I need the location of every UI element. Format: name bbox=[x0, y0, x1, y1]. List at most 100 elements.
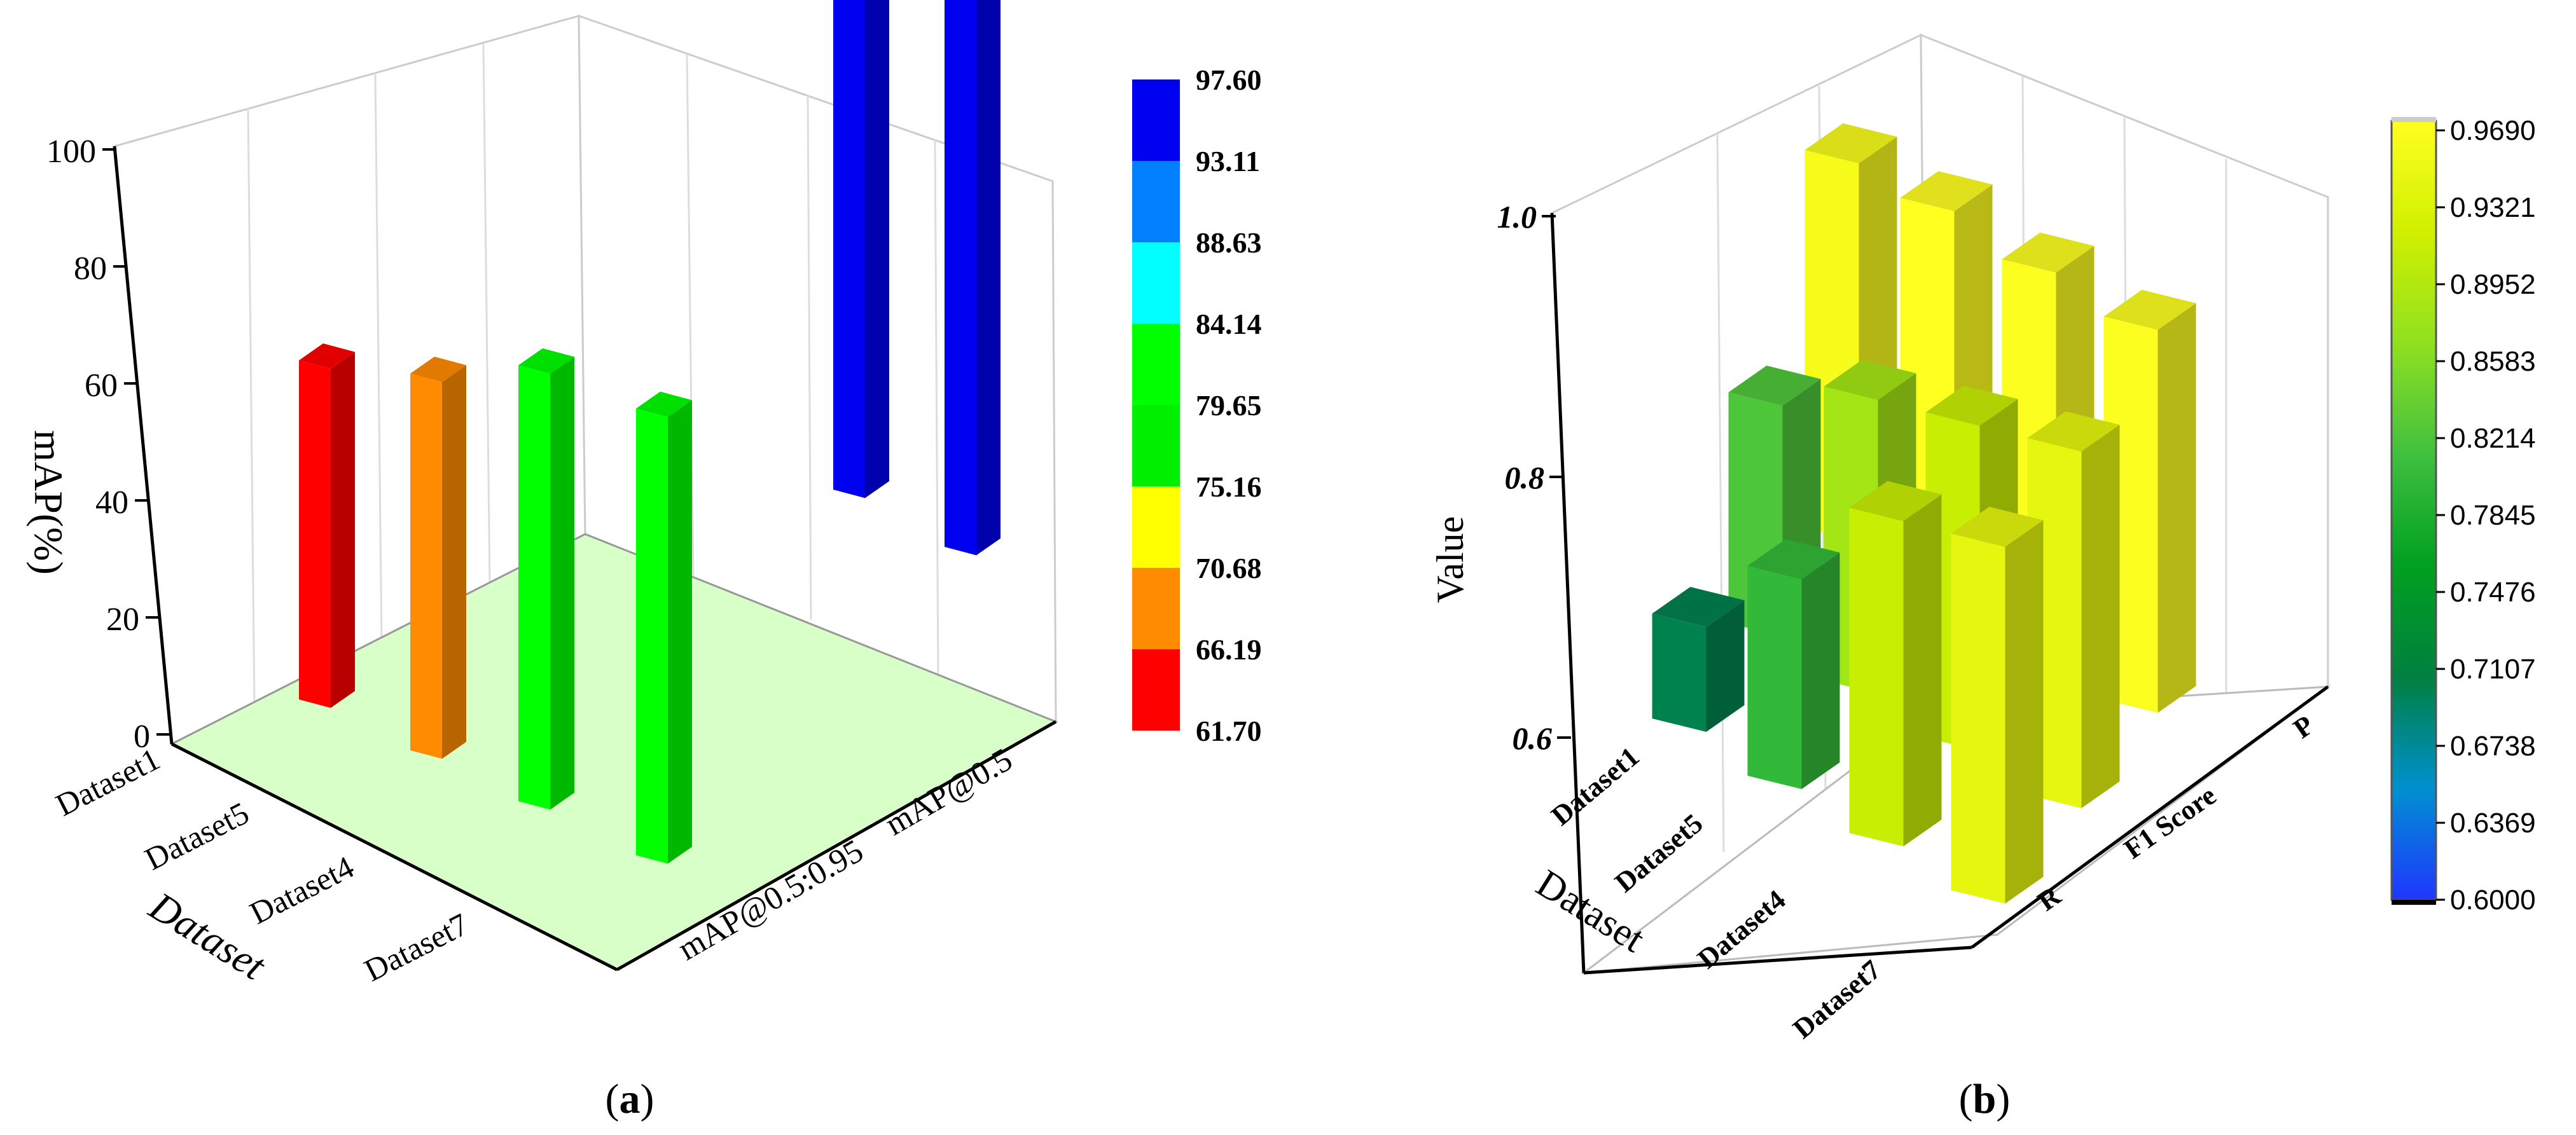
colorbar-segment bbox=[1132, 324, 1180, 405]
bar-a-mAP@0.5-Dataset4 bbox=[833, 0, 889, 499]
category-label: Dataset5 bbox=[139, 795, 254, 877]
colorbar-label: 97.60 bbox=[1196, 64, 1262, 96]
panel-a-z-axis-title: mAP(%) bbox=[26, 430, 71, 575]
bar-b-P-Dataset1-top bbox=[1804, 123, 1897, 163]
bar-b-R-Dataset4-front bbox=[1849, 507, 1904, 846]
bar-a-mAP@0.5:0.95-Dataset4-top bbox=[518, 348, 574, 374]
bar-a-mAP@0.5:0.95-Dataset7-top bbox=[636, 391, 692, 417]
z-tick-label: 0 bbox=[134, 719, 150, 755]
bar-a-mAP@0.5:0.95-Dataset5-top bbox=[410, 356, 466, 382]
colorbar-segment bbox=[1132, 486, 1180, 568]
colorbar-label: 0.6000 bbox=[2450, 884, 2536, 916]
colorbar-label: 0.9321 bbox=[2450, 192, 2536, 223]
bar-b-R-Dataset7-front bbox=[1951, 533, 2005, 904]
z-tick-label: 60 bbox=[85, 368, 118, 404]
colorbar-segment bbox=[1132, 405, 1180, 486]
colorbar-label: 0.8952 bbox=[2450, 269, 2536, 300]
z-tick-label: 1.0 bbox=[1497, 199, 1537, 235]
panel-b-z-axis-title: Value bbox=[1429, 516, 1471, 603]
panel-b-z-ticks: 0.6 0.8 1.0 bbox=[1497, 199, 1571, 756]
colorbar-label: 79.65 bbox=[1196, 389, 1262, 422]
bar-b-R-Dataset1 bbox=[1652, 587, 1745, 732]
colorbar-label: 84.14 bbox=[1196, 308, 1262, 340]
bar-a-mAP@0.5:0.95-Dataset5-side bbox=[442, 365, 466, 759]
bar-a-mAP@0.5:0.95-Dataset1-side bbox=[331, 352, 355, 708]
bar-b-P-Dataset7-top bbox=[2103, 289, 2196, 330]
colorbar-segment bbox=[1132, 161, 1180, 242]
bar-b-P-Dataset4-top bbox=[2002, 232, 2095, 273]
bar-b-F1Score-Dataset7-side bbox=[2081, 425, 2120, 808]
bar-b-R-Dataset5-front bbox=[1747, 566, 1802, 789]
bar-a-mAP@0.5:0.95-Dataset1-front bbox=[299, 360, 331, 708]
bar-a-mAP@0.5-Dataset4-front bbox=[833, 0, 865, 499]
bar-a-mAP@0.5:0.95-Dataset7-side bbox=[668, 400, 692, 864]
colorbar-label: 0.8214 bbox=[2450, 423, 2536, 454]
z-tick-label: 0.6 bbox=[1513, 720, 1553, 756]
bar-a-mAP@0.5:0.95-Dataset4-front bbox=[518, 365, 550, 810]
colorbar-segment bbox=[1132, 568, 1180, 649]
panel-a-colorbar: 97.60 93.11 88.63 84.14 79.65 75.16 70.68 66.19… bbox=[1132, 64, 1262, 747]
z-tick-label: 0.8 bbox=[1505, 460, 1545, 495]
bar-b-R-Dataset4-top bbox=[1849, 481, 1942, 521]
bar-a-mAP@0.5-Dataset4-side bbox=[865, 0, 889, 499]
bar-b-R-Dataset7 bbox=[1951, 507, 2044, 904]
colorbar-bottom-cap bbox=[2392, 900, 2436, 905]
colorbar-label: 70.68 bbox=[1196, 552, 1262, 584]
bar-a-mAP@0.5:0.95-Dataset4-side bbox=[550, 357, 574, 810]
colorbar-label: 0.7476 bbox=[2450, 577, 2536, 608]
bar-b-P-Dataset7-side bbox=[2157, 303, 2196, 713]
bar-a-mAP@0.5:0.95-Dataset7-front bbox=[636, 408, 668, 864]
panel-a-label: (a) bbox=[606, 1076, 654, 1122]
bar-b-R-Dataset7-side bbox=[2005, 520, 2044, 904]
z-tick-label: 100 bbox=[46, 134, 96, 170]
category-label: Dataset7 bbox=[359, 906, 474, 988]
z-tick-label: 40 bbox=[95, 485, 128, 521]
bar-b-R-Dataset5 bbox=[1747, 539, 1840, 789]
panel-b-colorbar: 0.9690 0.9321 0.8952 0.8583 0.8214 0.7845 0.74… bbox=[2390, 115, 2536, 916]
colorbar-segment bbox=[1132, 242, 1180, 324]
colorbar-label: 0.7107 bbox=[2450, 654, 2536, 685]
category-label: Dataset7 bbox=[1787, 954, 1887, 1045]
panel-b-label: (b) bbox=[1959, 1076, 2011, 1122]
colorbar-top-cap bbox=[2392, 117, 2436, 122]
z-tick-label: 20 bbox=[106, 602, 139, 638]
bar-a-mAP@0.5-Dataset7-side bbox=[976, 0, 1001, 556]
colorbar-label: 0.9690 bbox=[2450, 115, 2536, 146]
bar-b-R-Dataset5-side bbox=[1801, 553, 1840, 789]
colorbar-segment bbox=[1132, 79, 1180, 161]
bar-b-R-Dataset1-top bbox=[1652, 587, 1745, 627]
colorbar-label: 0.8583 bbox=[2450, 346, 2536, 377]
panel-a-axes bbox=[113, 146, 1057, 972]
colorbar-label: 61.70 bbox=[1196, 715, 1262, 747]
bar-b-R-Dataset1-side bbox=[1706, 600, 1745, 732]
colorbar-label: 66.19 bbox=[1196, 633, 1262, 666]
panel-a-bars bbox=[299, 0, 1001, 864]
category-label: Dataset1 bbox=[50, 741, 165, 823]
bar-b-R-Dataset5-top bbox=[1747, 539, 1840, 579]
panel-b-bars bbox=[1652, 123, 2196, 904]
z-tick-label: 80 bbox=[74, 251, 107, 287]
bar-b-F1Score-Dataset5-top bbox=[1824, 360, 1916, 400]
colorbar-label: 75.16 bbox=[1196, 471, 1262, 503]
colorbar-label: 88.63 bbox=[1196, 226, 1262, 259]
panel-a-z-ticks: 0 20 40 60 80 100 bbox=[46, 134, 170, 755]
colorbar-segment bbox=[1132, 649, 1180, 731]
category-label: Dataset4 bbox=[244, 849, 359, 931]
bar-a-mAP@0.5:0.95-Dataset7 bbox=[636, 391, 692, 864]
panel-a-gridlines bbox=[247, 43, 939, 706]
bar-b-R-Dataset4-side bbox=[1903, 494, 1942, 846]
panel-b-chart: 0.60.81.0 Value Dataset1Dataset5Dataset4… bbox=[1429, 33, 2536, 1122]
colorbar-label: 0.7845 bbox=[2450, 500, 2536, 531]
bar-b-R-Dataset1-front bbox=[1652, 614, 1707, 732]
bar-a-mAP@0.5-Dataset7 bbox=[945, 0, 1001, 556]
bar-b-R-Dataset4 bbox=[1849, 481, 1942, 846]
bar-b-F1Score-Dataset7-top bbox=[2027, 411, 2120, 451]
bar-b-F1Score-Dataset1-top bbox=[1728, 366, 1821, 406]
bar-a-mAP@0.5:0.95-Dataset4 bbox=[518, 348, 574, 810]
bar-a-mAP@0.5:0.95-Dataset5 bbox=[410, 356, 466, 759]
bar-b-P-Dataset5-top bbox=[1900, 171, 1993, 212]
bar-a-mAP@0.5:0.95-Dataset1-top bbox=[299, 343, 355, 369]
bar-b-F1Score-Dataset4-top bbox=[1925, 385, 2018, 426]
